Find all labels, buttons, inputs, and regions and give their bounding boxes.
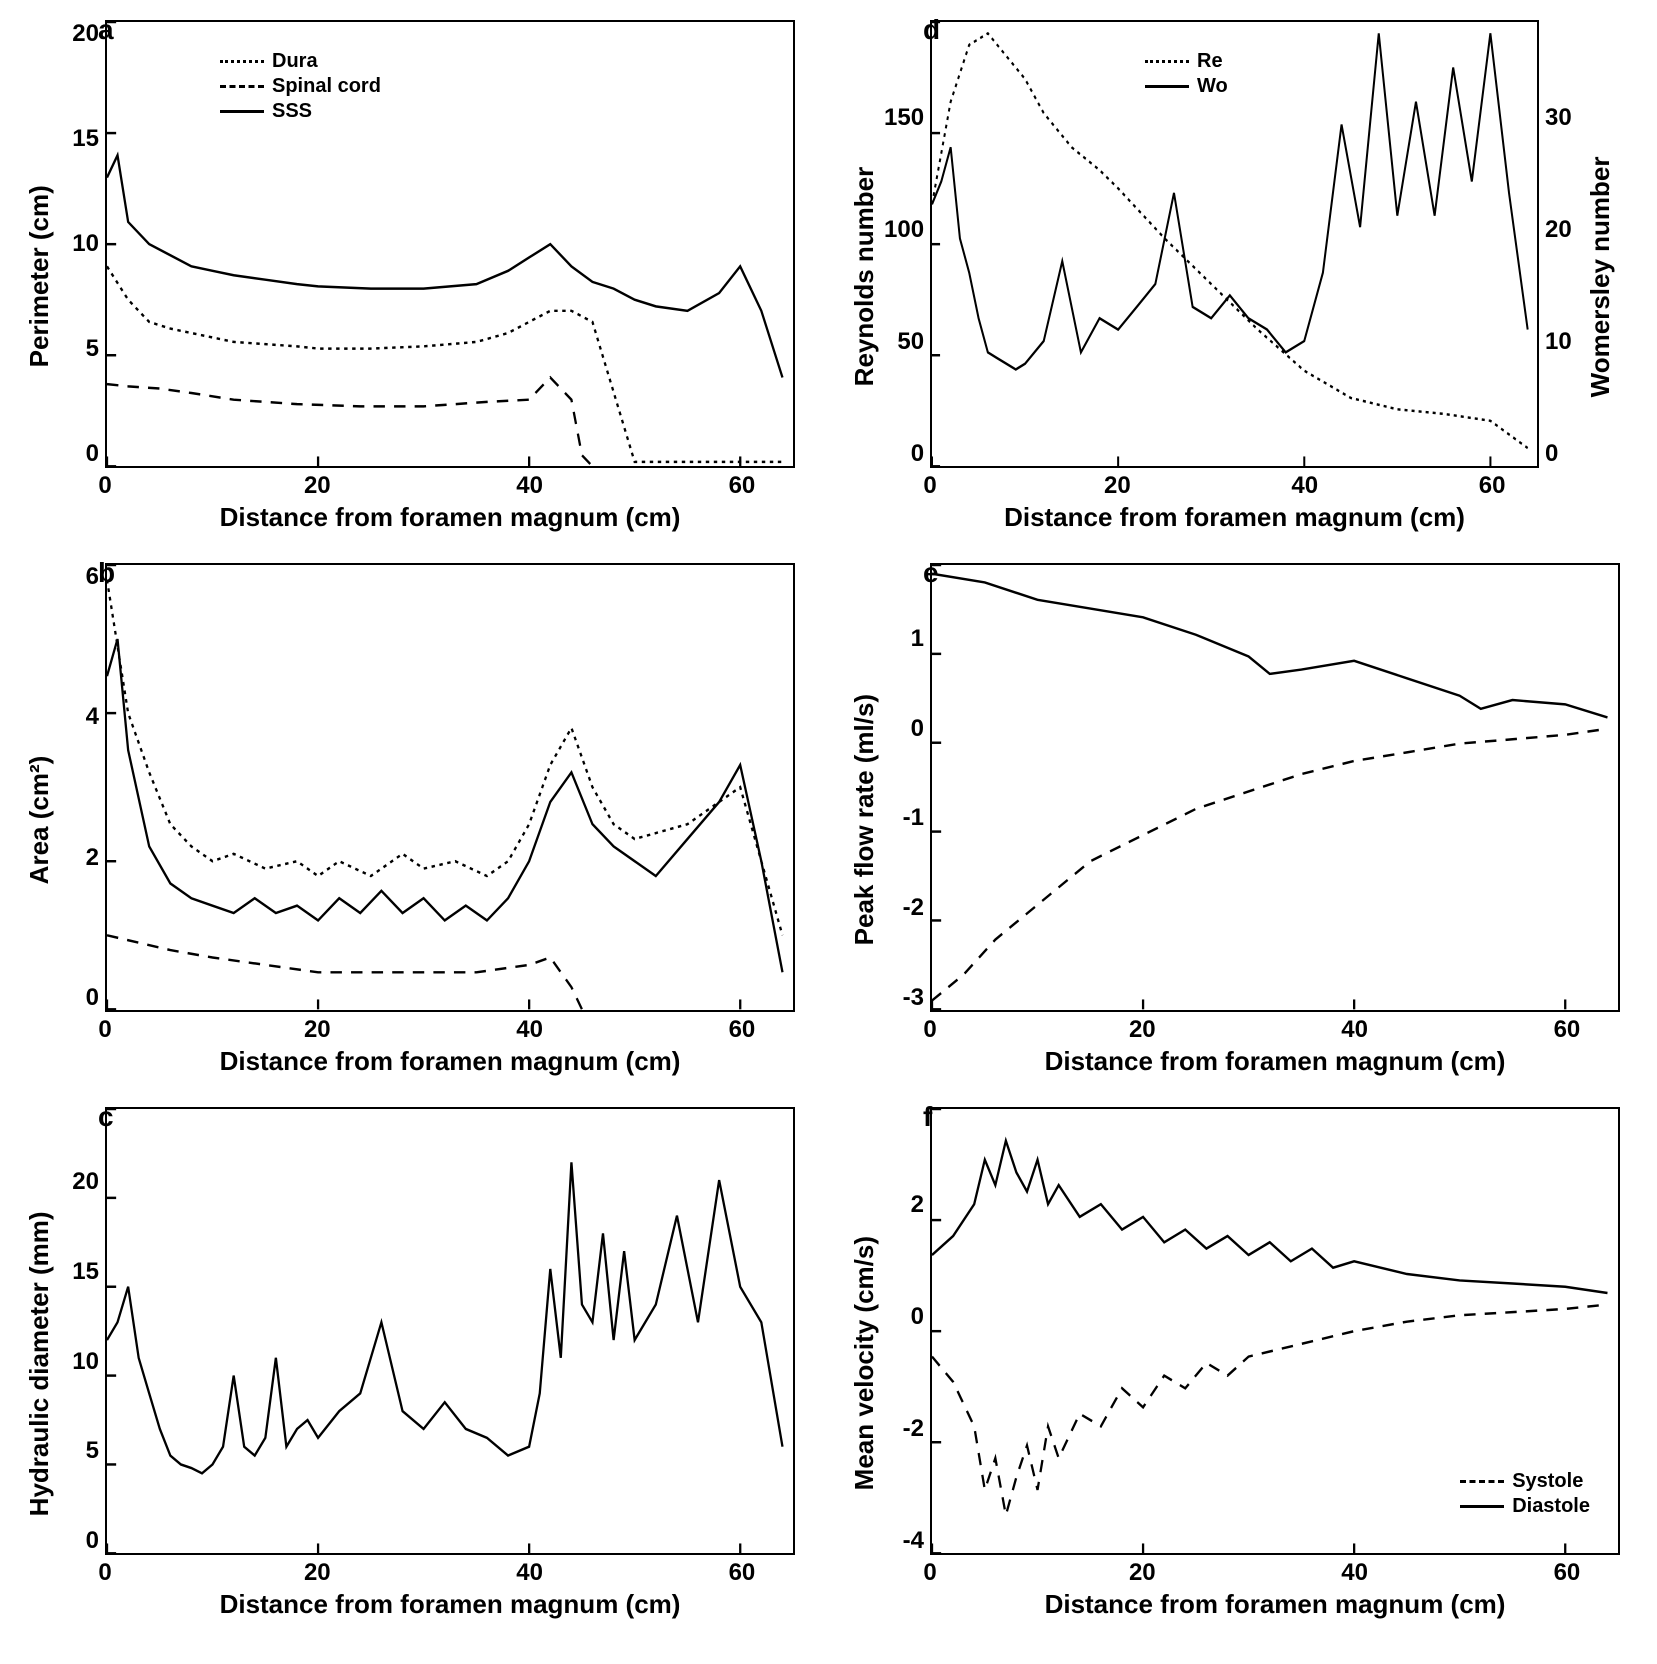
panel-b: bArea (cm²)64200204060Distance from fora… [20, 563, 795, 1076]
y-ticks: 20151050 [59, 1107, 105, 1555]
series-hd [107, 1162, 782, 1473]
y-axis-label: Hydraulic diameter (mm) [20, 1107, 59, 1620]
y-axis-label: Reynolds number [845, 20, 884, 533]
x-axis-label: Distance from foramen magnum (cm) [105, 1587, 795, 1620]
panel-label: f [923, 1101, 932, 1133]
x-ticks: 0204060 [930, 1555, 1620, 1587]
series-dura [107, 266, 782, 462]
x-axis-label: Distance from foramen magnum (cm) [930, 500, 1539, 533]
y-axis-label: Peak flow rate (ml/s) [845, 563, 884, 1076]
legend-label: Diastole [1512, 1495, 1590, 1518]
series-dura [107, 580, 782, 935]
plot-area [930, 563, 1620, 1011]
figure-grid: aPerimeter (cm)201510500204060Distance f… [20, 20, 1620, 1620]
series-sss [107, 639, 782, 972]
y-ticks: 6420 [59, 563, 105, 1011]
y-ticks: 20-2-4 [884, 1107, 930, 1555]
legend-label: Systole [1512, 1470, 1583, 1493]
panel-label: e [923, 557, 939, 589]
series-diastole [932, 574, 1607, 718]
panel-e: ePeak flow rate (ml/s)10-1-2-30204060Dis… [845, 563, 1620, 1076]
panel-d: dReynolds number15010050030201000204060D… [845, 20, 1620, 533]
legend-label: Wo [1197, 75, 1228, 98]
series-systole [932, 729, 1607, 1001]
x-axis-label: Distance from foramen magnum (cm) [930, 1044, 1620, 1077]
legend-label: SSS [272, 100, 312, 123]
y-axis-label: Area (cm²) [20, 563, 59, 1076]
y-ticks: 10-1-2-3 [884, 563, 930, 1011]
x-ticks: 0204060 [105, 1012, 795, 1044]
plot-area [105, 20, 795, 468]
y-axis-label: Perimeter (cm) [20, 20, 59, 533]
legend-label: Dura [272, 50, 318, 73]
y2-ticks: 3020100 [1539, 20, 1581, 468]
x-axis-label: Distance from foramen magnum (cm) [105, 500, 795, 533]
panel-label: a [98, 14, 114, 46]
panel-label: b [98, 557, 115, 589]
legend-label: Re [1197, 50, 1223, 73]
panel-f: fMean velocity (cm/s)20-2-40204060Distan… [845, 1107, 1620, 1620]
series-re [932, 33, 1528, 448]
legend: ReWo [1145, 48, 1228, 100]
legend-label: Spinal cord [272, 75, 381, 98]
series-diastole [932, 1140, 1607, 1292]
panel-a: aPerimeter (cm)201510500204060Distance f… [20, 20, 795, 533]
x-axis-label: Distance from foramen magnum (cm) [930, 1587, 1620, 1620]
y-ticks: 20151050 [59, 20, 105, 468]
panel-label: d [923, 14, 940, 46]
x-ticks: 0204060 [930, 468, 1539, 500]
x-ticks: 0204060 [105, 1555, 795, 1587]
panel-label: c [98, 1101, 114, 1133]
plot-area [930, 20, 1539, 468]
series-spinal-cord [107, 936, 582, 1010]
y-axis-label: Mean velocity (cm/s) [845, 1107, 884, 1620]
y-ticks: 150100500 [884, 20, 930, 468]
x-axis-label: Distance from foramen magnum (cm) [105, 1044, 795, 1077]
series-spinal-cord [107, 377, 592, 466]
plot-area [105, 1107, 795, 1555]
y2-axis-label: Womersley number [1581, 20, 1620, 533]
plot-area [105, 563, 795, 1011]
x-ticks: 0204060 [105, 468, 795, 500]
x-ticks: 0204060 [930, 1012, 1620, 1044]
legend: DuraSpinal cordSSS [220, 48, 381, 125]
legend: SystoleDiastole [1460, 1468, 1590, 1520]
series-sss [107, 155, 782, 377]
series-wo [932, 33, 1528, 369]
panel-c: cHydraulic diameter (mm)201510500204060D… [20, 1107, 795, 1620]
